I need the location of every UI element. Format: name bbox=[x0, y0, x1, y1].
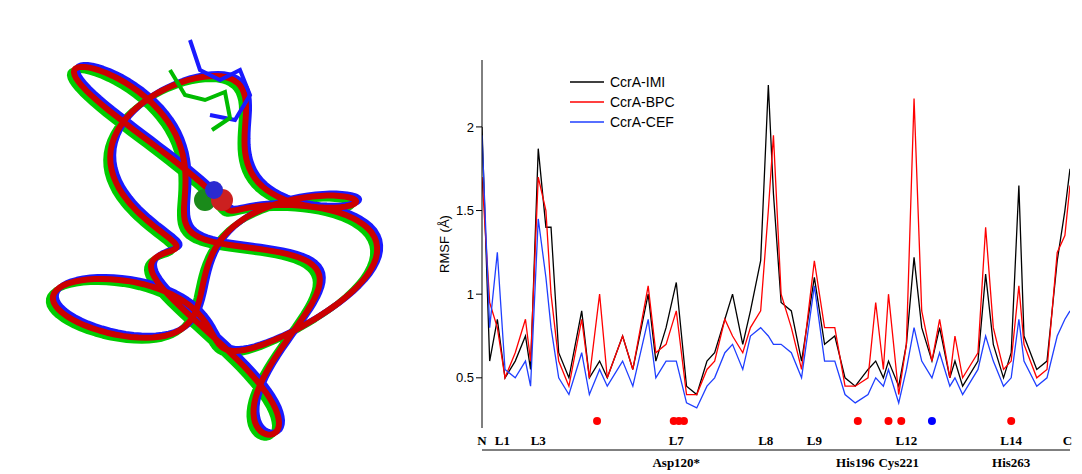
html-text:CcrA-BPC: CcrA-BPC bbox=[610, 94, 675, 110]
svg-text:L12: L12 bbox=[896, 433, 918, 448]
svg-text:N: N bbox=[477, 433, 487, 448]
svg-text:His196: His196 bbox=[836, 455, 875, 470]
svg-text:L1: L1 bbox=[495, 433, 510, 448]
svg-text:L9: L9 bbox=[807, 433, 823, 448]
svg-text:L7: L7 bbox=[669, 433, 685, 448]
svg-text:C: C bbox=[1063, 433, 1072, 448]
svg-text:1: 1 bbox=[467, 287, 474, 302]
svg-text:1.5: 1.5 bbox=[456, 203, 474, 218]
svg-text:Cys221: Cys221 bbox=[878, 455, 918, 470]
svg-text:L3: L3 bbox=[531, 433, 547, 448]
svg-text:His263: His263 bbox=[992, 455, 1031, 470]
svg-text:L8: L8 bbox=[758, 433, 774, 448]
svg-text:0.5: 0.5 bbox=[456, 370, 474, 385]
svg-text:RMSF (Å): RMSF (Å) bbox=[437, 215, 452, 273]
html-text:CcrA-IMI: CcrA-IMI bbox=[610, 74, 666, 90]
svg-text:2: 2 bbox=[467, 120, 474, 135]
svg-text:L14: L14 bbox=[1000, 433, 1022, 448]
svg-text:Asp120*: Asp120* bbox=[652, 455, 700, 470]
html-text:CcrA-CEF: CcrA-CEF bbox=[610, 114, 674, 130]
